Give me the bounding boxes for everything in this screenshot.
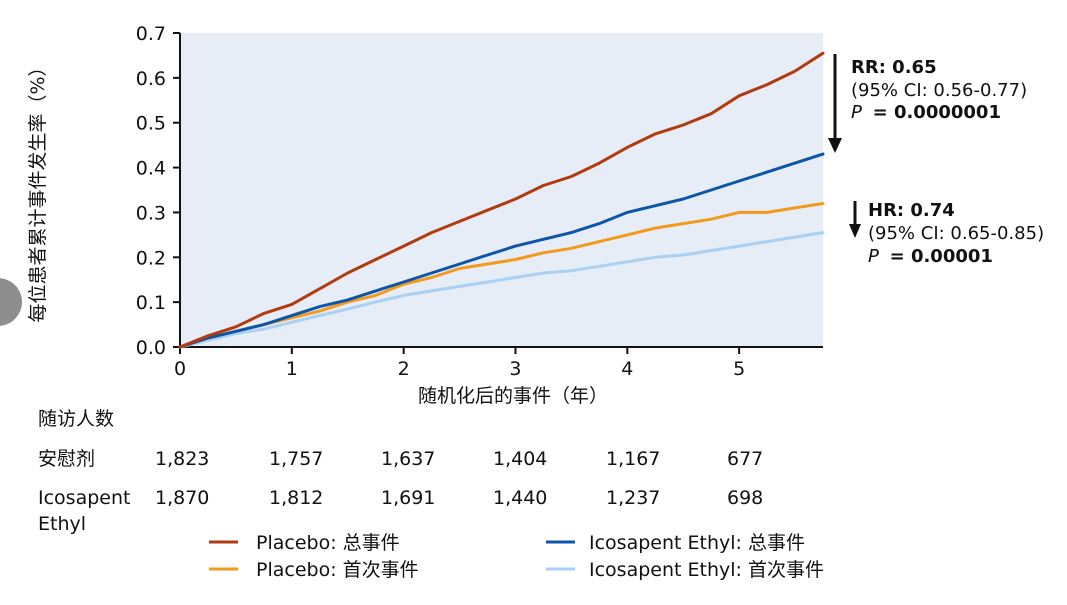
y-tick-label: 0.7 [136,23,166,45]
legend: Placebo: 总事件 Placebo: 首次事件 Icosapent Eth… [209,532,824,581]
x-tick-label: 5 [733,358,745,380]
y-tick-label: 0.5 [136,113,166,135]
series-line [178,152,825,349]
x-tick-label: 0 [174,358,186,380]
followup-cell: 1,440 [493,487,547,509]
legend-label: Icosapent Ethyl: 总事件 [589,532,805,554]
x-tick-label: 2 [398,358,410,380]
followup-cell: 1,237 [606,487,660,509]
x-tick-label: 1 [286,358,298,380]
y-tick-label: 0.1 [136,292,166,314]
hr-p: P = 0.00001 [868,246,993,267]
followup-row-label-placebo: 安慰剂 [38,448,95,470]
y-tick-label: 0.2 [136,247,166,269]
series-line [178,202,825,349]
rr-arrow [828,54,842,153]
hr-arrow [849,201,861,238]
y-tick-label: 0.6 [136,68,166,90]
x-axis-label: 随机化后的事件（年） [418,385,608,407]
x-ticks: 0 1 2 3 4 5 [174,347,745,380]
followup-title: 随访人数 [38,408,114,430]
x-tick-label: 4 [621,358,633,380]
plot-area [180,33,823,347]
followup-cell: 1,637 [381,448,435,470]
followup-cell: 1,404 [493,448,547,470]
legend-label: Placebo: 总事件 [256,532,400,554]
rr-p: P = 0.0000001 [851,102,1001,123]
hr-p-value: = 0.00001 [890,246,993,267]
rr-p-value: = 0.0000001 [873,102,1001,123]
series-line [178,51,825,349]
followup-cell: 1,870 [155,487,209,509]
series-line [178,231,825,349]
followup-cell: 1,812 [269,487,323,509]
rr-label: RR: 0.65 [851,57,937,78]
followup-cell: 1,757 [269,448,323,470]
hr-p-label: P [868,246,879,267]
y-tick-label: 0.4 [136,158,166,180]
y-tick-label: 0.0 [136,337,166,359]
followup-cell: 1,691 [381,487,435,509]
followup-cells: 1,823 1,757 1,637 1,404 1,167 677 1,870 1,812 1,… [155,448,763,509]
y-ticks: 0.0 0.1 0.2 0.3 0.4 0.5 0.6 0.7 [136,23,180,359]
followup-row-label-ipe-2: Ethyl [38,513,86,535]
hr-label: HR: 0.74 [868,200,955,221]
followup-cell: 677 [727,448,763,470]
side-handle[interactable] [0,278,22,326]
rr-ci: (95% CI: 0.56-0.77) [851,80,1027,101]
rr-p-label: P [851,102,862,123]
hr-ci: (95% CI: 0.65-0.85) [868,223,1044,244]
legend-label: Placebo: 首次事件 [256,559,419,581]
followup-row-label-ipe-1: Icosapent [38,487,130,509]
x-tick-label: 3 [509,358,521,380]
followup-cell: 1,167 [606,448,660,470]
followup-cell: 1,823 [155,448,209,470]
series-lines [178,51,825,349]
y-tick-label: 0.3 [136,202,166,224]
legend-label: Icosapent Ethyl: 首次事件 [589,559,824,581]
followup-cell: 698 [727,487,763,509]
followup-table: 随访人数 安慰剂 Icosapent Ethyl 1,823 1,757 1,637… [38,408,763,535]
y-axis-label: 每位患者累计事件发生率（%） [27,57,49,322]
